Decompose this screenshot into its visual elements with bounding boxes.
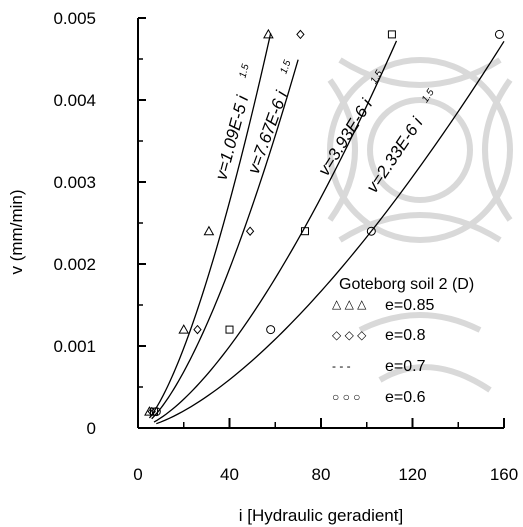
legend-label-e07: e=0.7 — [385, 358, 426, 375]
legend-marker-e07: - - - — [332, 359, 351, 373]
y-ticks: 0 0.001 0.002 0.003 0.004 0.005 — [53, 9, 146, 438]
fit-label-2-exponent: 1.5 — [279, 58, 294, 75]
legend-marker-e06: ○ ○ ○ — [332, 390, 360, 404]
legend-marker-e085: △ △ △ — [332, 297, 367, 311]
data-point-square — [387, 30, 396, 39]
data-point-triangle — [263, 28, 274, 39]
x-tick-label: 40 — [220, 465, 239, 484]
data-point-circle — [266, 325, 276, 335]
x-tick-label: 0 — [133, 465, 142, 484]
y-tick-label: 0.001 — [53, 337, 96, 356]
x-axis-title: i [Hydraulic geradient] — [239, 506, 403, 525]
fit-curve-2 — [151, 59, 299, 420]
data-point-circle — [151, 407, 161, 417]
y-axis-title: v (mm/min) — [7, 190, 26, 275]
x-tick-label: 120 — [398, 465, 426, 484]
fit-curve-3 — [153, 40, 398, 423]
data-point-diamond — [296, 29, 305, 40]
legend-label-e08: e=0.8 — [385, 327, 426, 344]
data-point-square — [300, 227, 309, 236]
fit-label-1-exponent: 1.5 — [237, 63, 251, 80]
y-tick-label: 0.002 — [53, 255, 96, 274]
data-point-circle — [494, 29, 504, 39]
data-point-triangle — [144, 406, 155, 416]
fit-curve-4 — [156, 40, 505, 425]
x-tick-label: 80 — [312, 465, 331, 484]
y-tick-label: 0.003 — [53, 173, 96, 192]
legend-marker-e08: ◇ ◇ ◇ — [332, 328, 367, 342]
y-tick-label: 0.004 — [53, 91, 96, 110]
data-point-square — [225, 325, 234, 334]
legend-label-e06: e=0.6 — [385, 389, 426, 406]
fit-curve-1 — [148, 33, 272, 419]
data-point-triangle — [178, 324, 190, 334]
legend-label-e085: e=0.85 — [385, 297, 434, 314]
data-markers — [144, 28, 504, 417]
legend-title: Goteborg soil 2 (D) — [339, 276, 474, 293]
data-point-diamond — [193, 324, 202, 335]
legend: Goteborg soil 2 (D) △ △ △ e=0.85 ◇ ◇ ◇ e… — [332, 276, 474, 406]
data-point-diamond — [245, 226, 255, 236]
data-point-circle — [366, 226, 376, 236]
x-tick-label: 160 — [490, 465, 518, 484]
fit-curves — [148, 33, 505, 425]
background-watermark — [327, 57, 513, 393]
data-point-triangle — [203, 225, 215, 236]
y-tick-label: 0 — [87, 419, 96, 438]
x-ticks: 0 40 80 120 160 — [133, 418, 518, 484]
y-tick-label: 0.005 — [53, 9, 96, 28]
